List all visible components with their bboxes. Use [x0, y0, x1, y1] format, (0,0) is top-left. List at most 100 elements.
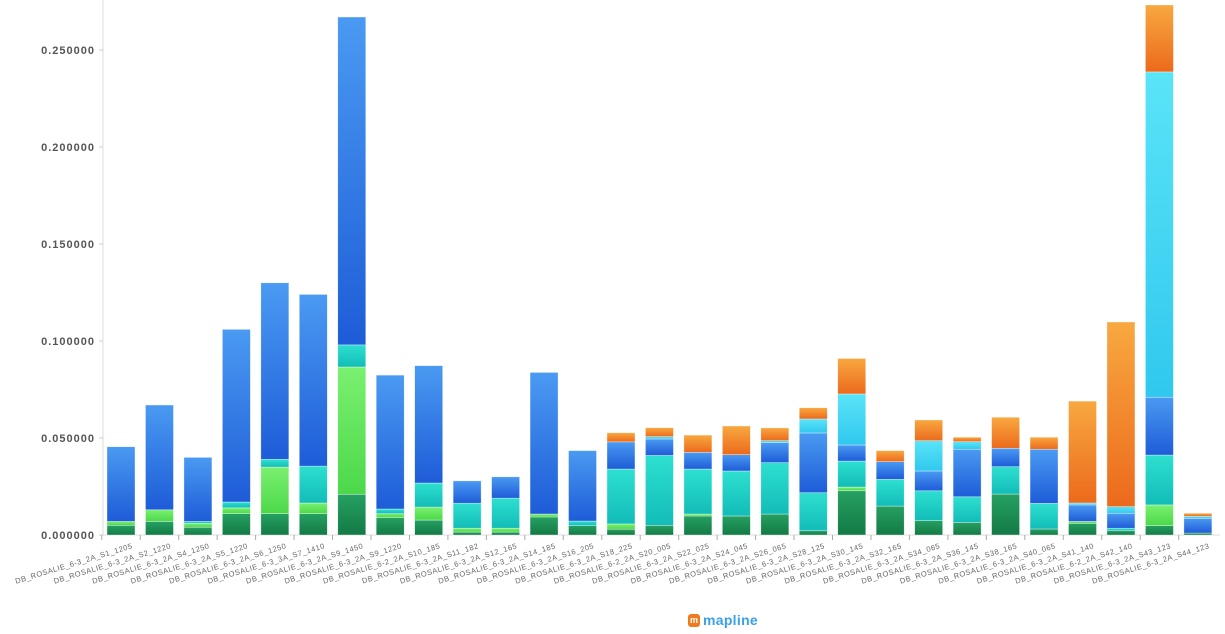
- bar-stack: [452, 480, 482, 536]
- mapline-logo-icon: m: [688, 613, 700, 627]
- bar-segment-series-2: [298, 502, 328, 514]
- bar-segment-series-1: [414, 519, 443, 536]
- bar-segment-series-6: [1183, 512, 1213, 517]
- bar-segment-series-1: [798, 530, 828, 536]
- bar-segment-series-3: [952, 496, 982, 523]
- bar-segment-series-2: [452, 527, 482, 533]
- bar-stack: [568, 450, 597, 536]
- bar-stack: [798, 407, 828, 536]
- bar-segment-series-4: [952, 448, 982, 498]
- bar-stack: [337, 16, 367, 536]
- bar-segment-series-1: [529, 516, 559, 536]
- bar-segment-series-5: [798, 418, 828, 434]
- bar-segment-series-3: [798, 492, 828, 532]
- bar-segment-series-1: [1068, 523, 1097, 536]
- bar-segment-series-3: [260, 459, 290, 468]
- bar-segment-series-1: [606, 528, 636, 536]
- bar-segment-series-4: [798, 432, 828, 494]
- bar-segment-series-5: [952, 441, 982, 450]
- y-tick-label: 0.200000: [41, 142, 95, 154]
- bar-segment-series-2: [414, 506, 443, 521]
- bar-segment-series-1: [952, 522, 982, 536]
- y-tick-label: 0.050000: [41, 433, 95, 445]
- bar-segment-series-1: [914, 520, 943, 536]
- bar-segment-series-6: [1106, 321, 1136, 507]
- y-tick-label: 0.250000: [41, 45, 95, 57]
- bar-segment-series-4: [1029, 448, 1059, 504]
- bar-segment-series-4: [491, 476, 520, 499]
- bar-segment-series-4: [875, 461, 905, 480]
- bar-segment-series-4: [222, 329, 251, 503]
- bar-segment-series-4: [298, 294, 328, 467]
- bar-stack: [914, 419, 943, 536]
- bar-segment-series-1: [1029, 528, 1059, 536]
- bar-stack: [260, 282, 290, 536]
- bar-segment-series-2: [106, 521, 136, 526]
- bar-segment-series-1: [106, 524, 136, 536]
- bar-segment-series-4: [260, 282, 290, 460]
- bar-segment-series-1: [183, 526, 213, 536]
- bar-segment-series-3: [337, 344, 367, 368]
- bar-segment-series-1: [260, 513, 290, 536]
- bar-segment-series-3: [452, 502, 482, 529]
- bar-segment-series-3: [683, 468, 713, 515]
- bar-segment-series-6: [798, 407, 828, 420]
- bar-stack: [106, 446, 136, 536]
- bar-segment-series-2: [375, 513, 405, 518]
- mapline-logo: m mapline: [688, 612, 758, 628]
- bar-segment-series-6: [683, 434, 713, 453]
- bar-segment-series-1: [875, 505, 905, 536]
- bar-segment-series-4: [683, 452, 713, 470]
- bar-stack: [145, 404, 174, 536]
- bar-segment-series-6: [914, 419, 943, 442]
- bar-stack: [1029, 436, 1059, 536]
- bar-segment-series-3: [914, 490, 943, 521]
- bar-segment-series-6: [952, 436, 982, 442]
- bar-segment-series-5: [1106, 506, 1136, 514]
- bar-stack: [1106, 321, 1136, 536]
- bar-segment-series-1: [760, 513, 790, 536]
- bar-segment-series-3: [491, 497, 520, 529]
- bar-segment-series-1: [683, 515, 713, 536]
- bar-segment-series-2: [145, 509, 174, 522]
- bar-segment-series-2: [491, 527, 520, 533]
- bar-segment-series-4: [375, 374, 405, 510]
- bar-segment-series-1: [375, 517, 405, 536]
- bar-stack: [375, 374, 405, 536]
- bar-segment-series-1: [1106, 530, 1136, 536]
- bar-segment-series-1: [645, 524, 674, 536]
- bar-segment-series-4: [722, 454, 751, 472]
- bar-segment-series-6: [1145, 4, 1174, 73]
- bar-segment-series-3: [991, 466, 1020, 495]
- bar-segment-series-4: [837, 444, 867, 462]
- bar-segment-series-2: [529, 513, 559, 518]
- bar-segment-series-5: [837, 393, 867, 446]
- bar-segment-series-6: [875, 450, 905, 462]
- bar-segment-series-1: [298, 513, 328, 536]
- bar-segment-series-3: [298, 465, 328, 504]
- bar-segment-series-3: [606, 468, 636, 525]
- y-tick-label: 0.100000: [41, 336, 95, 348]
- bar-stack: [1183, 512, 1213, 536]
- bar-segment-series-3: [837, 460, 867, 488]
- bar-segment-series-1: [337, 493, 367, 536]
- bar-segment-series-6: [760, 427, 790, 442]
- bar-segment-series-6: [606, 432, 636, 443]
- bar-segment-series-4: [452, 480, 482, 504]
- bar-segment-series-2: [183, 523, 213, 528]
- bar-segment-series-4: [1068, 504, 1097, 522]
- bar-segment-series-3: [375, 508, 405, 514]
- bar-segment-series-4: [529, 372, 559, 515]
- bar-segment-series-1: [722, 515, 751, 536]
- y-tick-label: 0.150000: [41, 239, 95, 251]
- bar-segment-series-4: [760, 442, 790, 463]
- bar-segment-series-3: [568, 520, 597, 526]
- bar-segment-series-6: [991, 416, 1020, 449]
- y-tick-label: 0.000000: [41, 530, 95, 542]
- bar-segment-series-4: [991, 447, 1020, 468]
- bar-segment-series-5: [645, 436, 674, 440]
- bar-stack: [298, 294, 328, 536]
- bar-segment-series-2: [1145, 504, 1174, 526]
- bar-segment-series-4: [914, 470, 943, 492]
